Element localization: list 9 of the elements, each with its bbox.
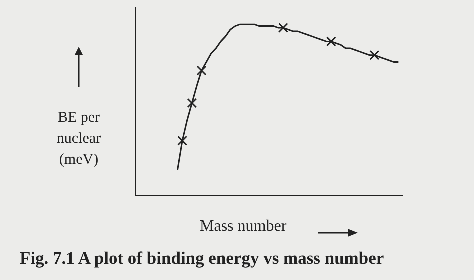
point <box>278 23 288 34</box>
point <box>187 98 198 108</box>
y-axis-title: BE per nuclear (meV) <box>56 109 102 170</box>
point <box>178 136 188 146</box>
point <box>370 50 380 60</box>
point <box>196 66 207 76</box>
x-axis-title: Mass number <box>200 218 287 236</box>
point <box>326 36 336 47</box>
caption: Fig. 7.1 A plot of binding energy vs mass number <box>20 248 384 269</box>
